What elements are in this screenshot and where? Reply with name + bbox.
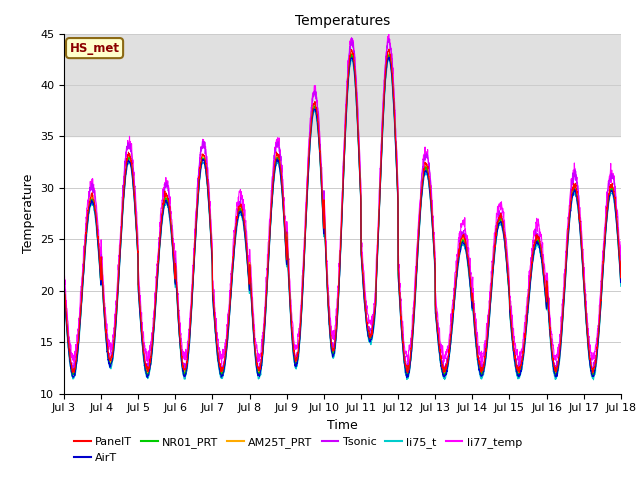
- Bar: [64, 34, 621, 136]
- X-axis label: Time: Time: [327, 419, 358, 432]
- Title: Temperatures: Temperatures: [295, 14, 390, 28]
- Text: HS_met: HS_met: [70, 42, 120, 55]
- Legend: PanelT, AirT, NR01_PRT, AM25T_PRT, Tsonic, li75_t, li77_temp: PanelT, AirT, NR01_PRT, AM25T_PRT, Tsoni…: [70, 433, 527, 467]
- Y-axis label: Temperature: Temperature: [22, 174, 35, 253]
